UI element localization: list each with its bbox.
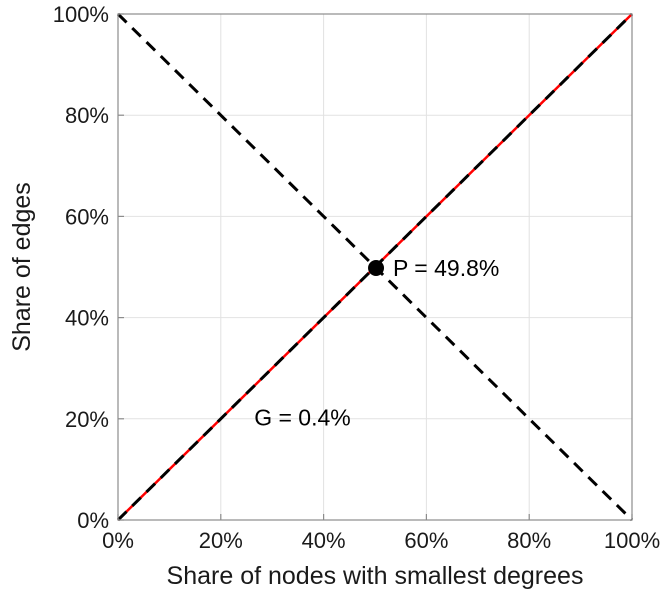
annotation-g-label: G = 0.4% bbox=[254, 404, 351, 430]
y-tick-label: 80% bbox=[65, 103, 109, 128]
x-tick-label: 80% bbox=[507, 528, 551, 553]
x-tick-label: 40% bbox=[302, 528, 346, 553]
axis-box bbox=[117, 13, 633, 521]
y-tick-label: 20% bbox=[65, 407, 109, 432]
annotation-p-label: P = 49.8% bbox=[393, 255, 499, 281]
x-tick-label: 60% bbox=[404, 528, 448, 553]
y-tick-label: 40% bbox=[65, 306, 109, 331]
x-tick-label: 0% bbox=[102, 528, 134, 553]
y-tick-label: 0% bbox=[77, 508, 109, 533]
y-axis-label: Share of edges bbox=[8, 182, 36, 352]
x-tick-label: 100% bbox=[604, 528, 660, 553]
point-marker bbox=[368, 260, 385, 277]
annotations: P = 49.8% G = 0.4% bbox=[254, 255, 499, 430]
y-tick-label: 60% bbox=[65, 204, 109, 229]
y-tick-label: 100% bbox=[53, 2, 109, 27]
labels: Share of nodes with smallest degrees Sha… bbox=[8, 182, 583, 590]
x-axis-label: Share of nodes with smallest degrees bbox=[167, 562, 584, 590]
axes: 0% 20% 40% 60% 80% 100% 0% 20% 40% 60% 80% 100% bbox=[53, 2, 660, 553]
x-tick-label: 20% bbox=[199, 528, 243, 553]
